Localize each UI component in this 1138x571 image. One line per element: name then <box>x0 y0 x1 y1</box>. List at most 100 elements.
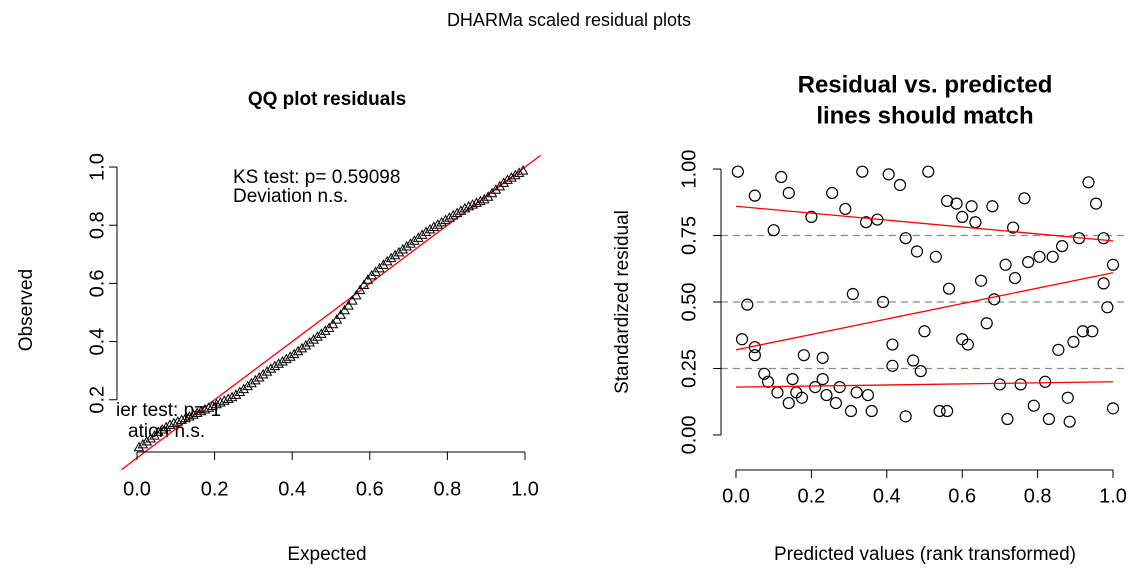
point <box>1067 335 1080 348</box>
point <box>829 396 842 410</box>
point <box>203 402 215 412</box>
x-axis-label: Predicted values (rank transformed) <box>774 544 1076 565</box>
quantile-fit <box>735 205 1114 242</box>
point <box>234 386 246 397</box>
point <box>443 212 455 222</box>
point <box>296 342 308 353</box>
x-tick-label: 0.0 <box>123 478 151 500</box>
point <box>242 380 253 391</box>
point <box>133 441 145 452</box>
point <box>389 249 401 260</box>
point <box>374 262 385 273</box>
point <box>447 209 459 220</box>
point <box>859 216 873 229</box>
point <box>428 221 440 232</box>
point <box>999 258 1012 271</box>
point <box>304 337 316 347</box>
y-axis-label: Observed <box>16 269 37 351</box>
point <box>758 367 771 380</box>
point <box>1101 301 1114 314</box>
point <box>731 165 744 178</box>
point <box>137 438 149 449</box>
point <box>222 393 234 403</box>
point <box>475 195 486 206</box>
point <box>988 293 1001 306</box>
point <box>767 224 780 237</box>
point <box>993 378 1007 391</box>
point <box>956 210 969 224</box>
point <box>195 405 207 416</box>
point <box>288 348 300 359</box>
x-tick-label: 0.2 <box>201 478 229 500</box>
y-tick-label: 0.4 <box>86 328 108 356</box>
point <box>1018 192 1031 205</box>
point <box>771 386 784 399</box>
chart-title: Residual vs. predicted <box>798 71 1053 98</box>
point <box>451 207 463 218</box>
point <box>969 216 982 229</box>
point <box>412 232 424 242</box>
point <box>211 398 222 409</box>
point <box>350 289 362 300</box>
point <box>741 298 754 311</box>
point <box>805 210 818 224</box>
point <box>277 355 288 366</box>
x-tick-label: 0.8 <box>1024 485 1052 507</box>
point <box>942 282 956 295</box>
point <box>172 416 184 426</box>
point <box>164 419 176 429</box>
point <box>886 338 899 351</box>
point <box>795 391 809 404</box>
point <box>748 189 761 202</box>
x-tick-label: 0.8 <box>433 478 461 500</box>
point <box>820 388 833 402</box>
point <box>1046 250 1059 263</box>
point <box>409 235 420 245</box>
point <box>354 284 366 295</box>
point <box>416 229 428 239</box>
point <box>839 202 852 216</box>
x-tick-label: 1.0 <box>511 478 539 500</box>
point <box>844 404 858 418</box>
point <box>735 333 749 346</box>
point <box>482 191 494 201</box>
point <box>861 388 875 402</box>
point <box>506 172 517 182</box>
point <box>346 295 358 305</box>
point <box>420 226 432 236</box>
x-tick-label: 0.4 <box>278 478 306 500</box>
point <box>498 177 509 187</box>
point <box>315 328 327 338</box>
point <box>1001 412 1014 426</box>
point <box>226 391 238 402</box>
point <box>1086 325 1099 338</box>
point <box>816 351 829 364</box>
point <box>961 338 974 351</box>
point <box>1097 277 1110 290</box>
point <box>509 169 521 180</box>
y-tick-label: 1.0 <box>86 153 108 181</box>
point <box>207 400 219 410</box>
x-tick-label: 0.6 <box>948 485 976 507</box>
point <box>191 407 203 417</box>
point <box>331 314 343 324</box>
annotation: KS test: p= 0.59098 <box>233 167 400 188</box>
point <box>876 295 890 309</box>
plot-area <box>121 154 541 471</box>
point <box>775 170 788 184</box>
point <box>922 165 935 178</box>
point <box>300 339 312 350</box>
point <box>899 232 912 245</box>
point <box>218 395 230 405</box>
point <box>1082 176 1095 189</box>
point <box>980 317 993 330</box>
point <box>339 304 350 315</box>
point <box>816 373 829 386</box>
x-tick-label: 1.0 <box>1099 485 1127 507</box>
point <box>1042 412 1056 426</box>
point <box>393 246 405 257</box>
point <box>168 417 180 428</box>
point <box>184 410 195 421</box>
point <box>856 165 869 178</box>
point <box>797 349 810 362</box>
